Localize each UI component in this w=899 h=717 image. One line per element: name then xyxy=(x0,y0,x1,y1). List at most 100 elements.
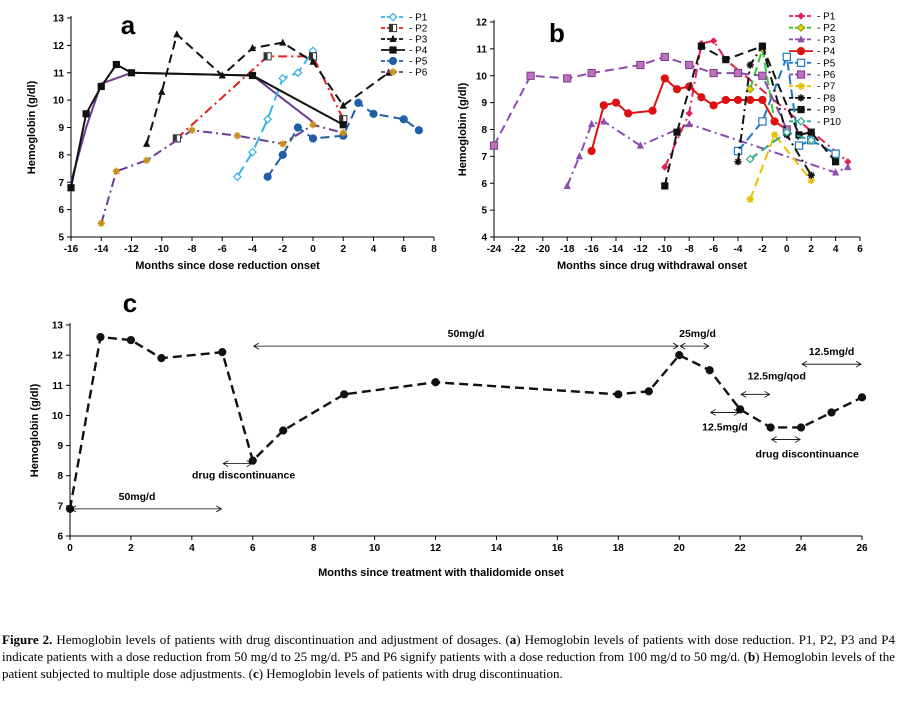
legend-label: - P3 xyxy=(817,35,836,46)
x-tick-label: 8 xyxy=(311,543,317,554)
x-tick-label: -4 xyxy=(248,244,257,255)
figure-2: a-16 -14 -12 -10 -8 -6 -4 -2 0 2 4 6 85678910111213M… xyxy=(26,10,868,579)
data-point xyxy=(278,73,288,83)
y-tick-label: 12 xyxy=(476,18,488,29)
x-tick-label: 6 xyxy=(250,543,256,554)
data-point xyxy=(796,423,806,432)
x-tick-label: -14 xyxy=(609,244,624,255)
series-p4 xyxy=(67,60,347,192)
caption-ref-c: c xyxy=(252,666,259,681)
y-tick-label: 13 xyxy=(53,14,65,25)
data-point xyxy=(489,141,499,150)
y-tick-label: 8 xyxy=(57,471,63,482)
legend-marker xyxy=(797,94,805,102)
legend-label: - P1 xyxy=(817,12,836,23)
x-tick-label: -2 xyxy=(278,244,287,255)
series-line xyxy=(749,132,812,200)
y-axis-label: Hemoglobin (g/dl) xyxy=(26,80,38,174)
data-point xyxy=(685,119,693,128)
x-tick-label: -12 xyxy=(633,244,648,255)
series-p10 xyxy=(745,127,816,164)
data-point xyxy=(293,68,303,78)
data-point xyxy=(67,184,75,192)
series-hemoglobin xyxy=(65,332,867,513)
data-point xyxy=(857,393,867,402)
marker-half-fill xyxy=(173,134,177,143)
data-point xyxy=(354,98,363,107)
data-point xyxy=(614,390,623,399)
annotation-label: 50mg/d xyxy=(119,491,156,503)
data-point xyxy=(248,43,257,52)
annotation-arrowhead-left xyxy=(709,409,716,416)
data-point xyxy=(685,109,693,117)
y-tick-label: 10 xyxy=(476,71,488,82)
data-point xyxy=(339,121,347,129)
legend-marker xyxy=(389,34,397,42)
annotation-arrowhead-right xyxy=(216,505,223,513)
x-tick-label: -10 xyxy=(155,244,170,255)
data-point xyxy=(661,182,669,190)
x-tick-label: 26 xyxy=(856,543,868,554)
data-point xyxy=(827,408,836,417)
series-line xyxy=(70,63,344,188)
y-tick-label: 9 xyxy=(57,441,63,452)
series-line xyxy=(663,44,837,187)
legend-marker xyxy=(796,47,806,56)
data-point xyxy=(563,181,571,189)
data-point xyxy=(770,117,779,126)
data-point xyxy=(758,71,767,80)
data-point xyxy=(112,60,120,69)
data-point xyxy=(158,87,166,95)
data-point xyxy=(399,115,408,124)
x-tick-label: -12 xyxy=(124,244,139,255)
legend-marker xyxy=(796,23,806,32)
data-point xyxy=(685,60,694,70)
data-point xyxy=(309,121,317,129)
data-point xyxy=(112,167,120,175)
legend-marker xyxy=(388,12,398,22)
legend-label: - P3 xyxy=(409,35,428,46)
annotation-arrowhead-right xyxy=(246,460,253,468)
annotation-label: 12.5mg/d xyxy=(809,346,855,358)
annotation-arrowhead-left xyxy=(770,436,777,443)
legend-marker xyxy=(797,12,805,20)
y-tick-label: 8 xyxy=(58,150,64,161)
y-tick-label: 11 xyxy=(52,381,63,392)
data-point xyxy=(526,71,535,80)
dose-annotation: 12.5mg/qod xyxy=(740,370,806,398)
series-p1 xyxy=(232,46,318,182)
y-tick-label: 11 xyxy=(53,68,64,79)
data-point xyxy=(143,156,151,164)
data-point xyxy=(232,172,242,182)
series-line xyxy=(590,76,788,152)
series-line xyxy=(145,32,390,145)
legend-label: - P2 xyxy=(817,23,836,34)
series-line-extra xyxy=(70,71,314,183)
x-tick-label: 4 xyxy=(833,244,839,255)
y-tick-label: 11 xyxy=(476,44,487,55)
annotation-arrowhead-left xyxy=(679,342,686,350)
y-tick-label: 12 xyxy=(53,41,65,52)
legend-marker xyxy=(796,70,806,79)
data-point xyxy=(636,141,644,149)
data-point xyxy=(624,109,633,118)
data-point xyxy=(771,131,779,139)
data-point xyxy=(648,106,657,115)
caption-label: Figure 2. xyxy=(2,632,53,647)
annotation-arrowhead-left xyxy=(740,390,747,398)
annotation-label: 12.5mg/qod xyxy=(748,370,806,382)
legend-marker xyxy=(389,46,397,54)
y-tick-label: 12 xyxy=(52,351,64,362)
annotation-arrowhead-left xyxy=(801,360,808,368)
data-point xyxy=(587,146,596,156)
data-point xyxy=(746,61,754,69)
panel-letter: a xyxy=(121,10,136,40)
annotation-arrowhead-left xyxy=(222,460,229,468)
x-tick-label: 6 xyxy=(857,244,863,255)
dose-annotation: 50mg/d xyxy=(70,491,223,513)
data-point xyxy=(758,95,767,105)
data-point xyxy=(794,141,804,150)
y-tick-label: 5 xyxy=(481,206,487,217)
data-point xyxy=(745,154,755,164)
x-tick-label: -22 xyxy=(511,244,526,255)
